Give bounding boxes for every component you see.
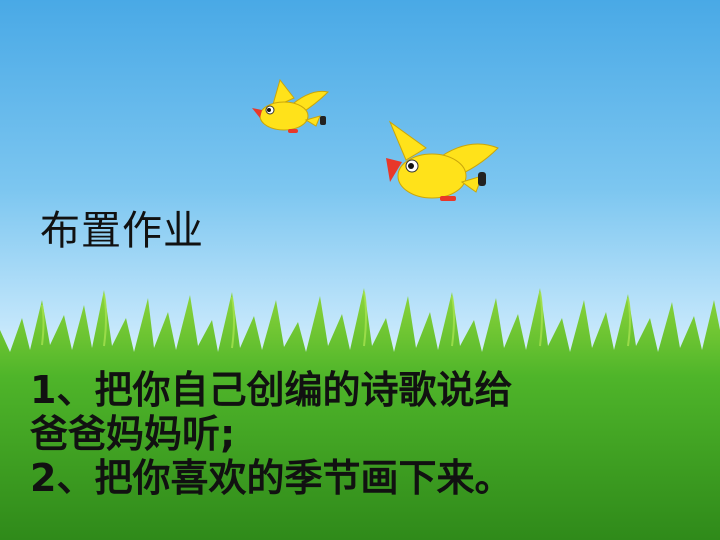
homework-item: 2、把你喜欢的季节画下来。 <box>30 456 710 500</box>
homework-item-text: 2、把你喜欢的季节画下来。 <box>30 456 513 500</box>
bird-icon <box>386 120 499 201</box>
slide-title: 布置作业 <box>40 208 204 254</box>
homework-item-text: 1、把你自己创编的诗歌说给 <box>30 368 513 412</box>
homework-item: 1、把你自己创编的诗歌说给 爸爸妈妈听; <box>30 368 710 456</box>
bird-icon <box>252 78 329 133</box>
homework-list: 1、把你自己创编的诗歌说给 爸爸妈妈听; 2、把你喜欢的季节画下来。 <box>30 368 710 500</box>
homework-item-text: 爸爸妈妈听; <box>30 412 236 456</box>
